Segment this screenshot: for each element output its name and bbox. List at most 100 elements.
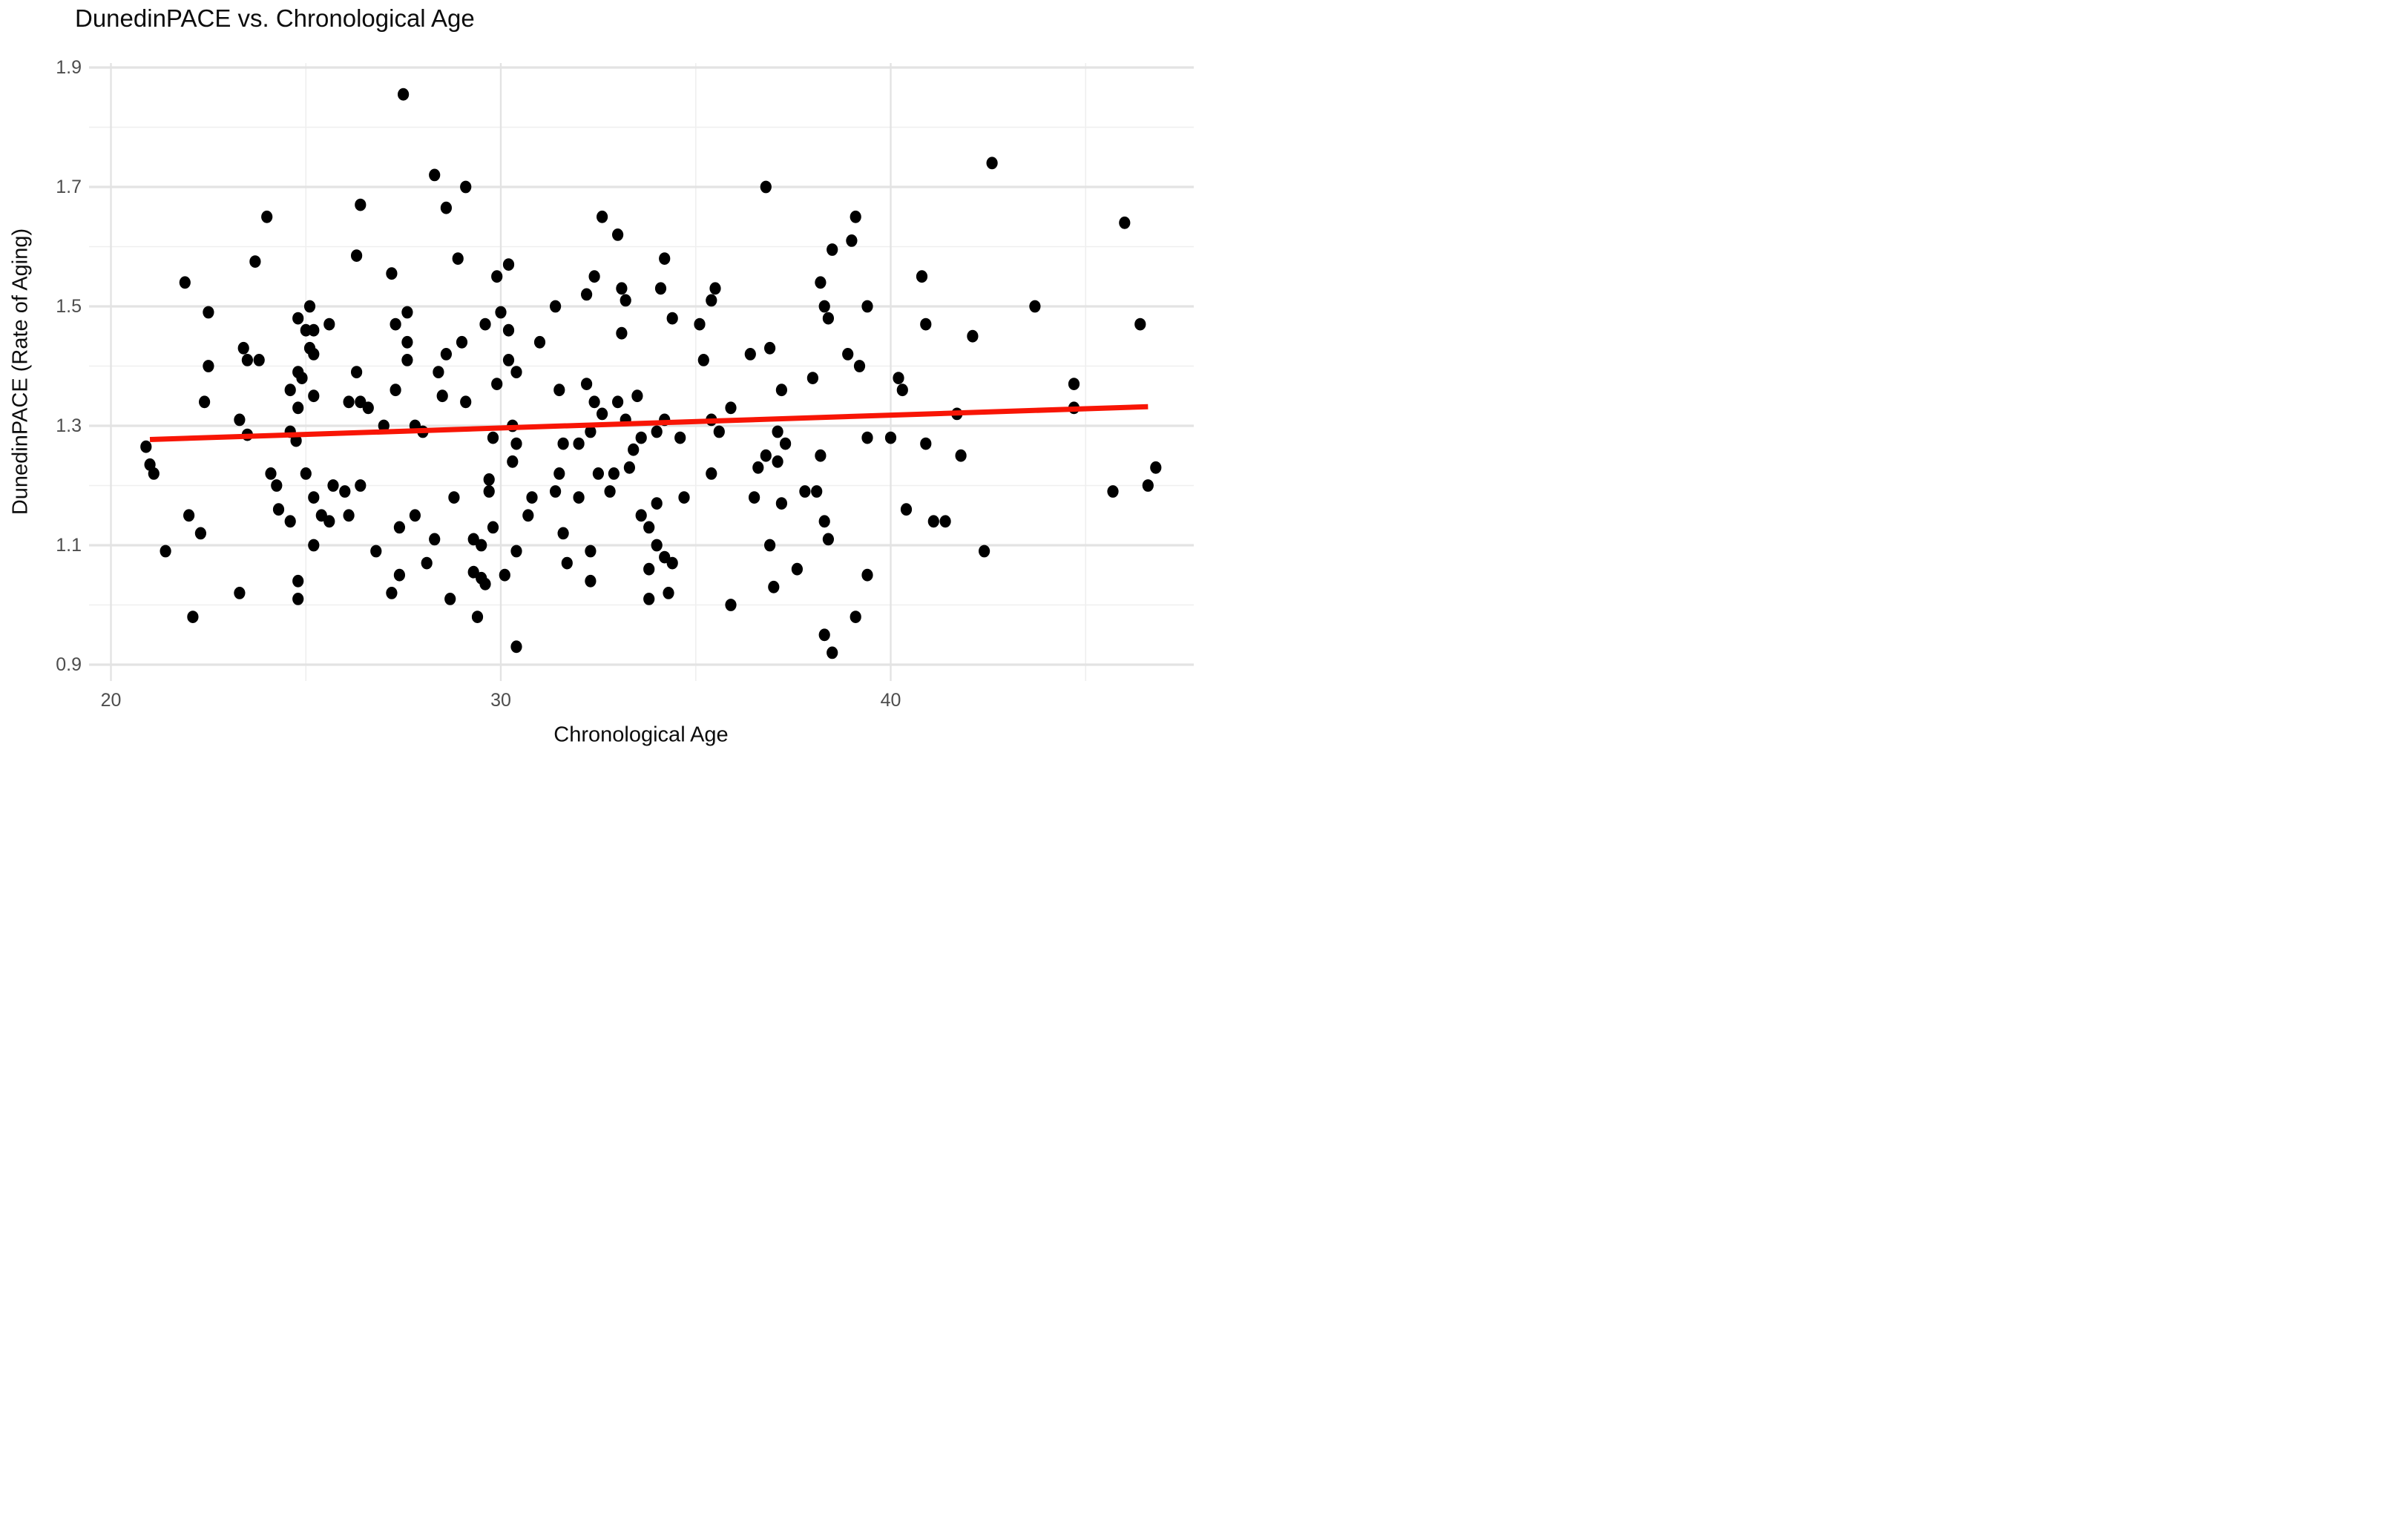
scatter-point (597, 407, 608, 421)
scatter-point (592, 467, 605, 480)
scatter-point (561, 556, 573, 570)
scatter-point (401, 335, 413, 349)
scatter-point (772, 425, 783, 438)
scatter-point (588, 270, 600, 283)
scatter-point (557, 437, 569, 450)
scatter-point (308, 491, 320, 504)
scatter-point (842, 348, 854, 361)
scatter-point (401, 306, 413, 319)
scatter-point (643, 562, 655, 576)
scatter-point (440, 348, 453, 361)
scatter-point (631, 389, 643, 403)
scatter-point (265, 467, 277, 480)
scatter-point (421, 556, 433, 570)
scatter-point (471, 611, 484, 623)
scatter-point (706, 467, 717, 480)
scatter-point (362, 401, 374, 415)
scatter-point (635, 431, 647, 444)
scatter-point (764, 341, 776, 355)
scatter-point (487, 431, 499, 444)
chart-title: DunedinPACE vs. Chronological Age (75, 4, 475, 32)
scatter-point (510, 640, 522, 654)
scatter-point (850, 210, 861, 223)
scatter-point (510, 437, 522, 450)
scatter-point (651, 539, 663, 552)
scatter-point (550, 300, 562, 313)
scatter-point (308, 323, 320, 337)
scatter-point (764, 539, 776, 552)
scatter-point (749, 491, 760, 504)
scatter-point (323, 317, 335, 331)
scatter-point (725, 401, 737, 415)
scatter-point (452, 252, 464, 265)
scatter-point (351, 249, 363, 262)
scatter-point (635, 509, 647, 522)
scatter-point (815, 276, 827, 289)
trend-line (149, 404, 1149, 443)
scatter-point (401, 354, 413, 366)
scatter-point (643, 593, 655, 605)
scatter-point (822, 312, 834, 325)
scatter-point (460, 395, 472, 409)
scatter-point (487, 521, 499, 534)
scatter-point (386, 587, 398, 599)
scatter-point (709, 282, 721, 295)
scatter-point (526, 491, 538, 504)
scatter-point (187, 611, 199, 623)
scatter-point (612, 228, 624, 241)
scatter-point (292, 593, 304, 605)
scatter-point (499, 568, 510, 582)
scatter-point (818, 300, 830, 313)
scatter-point (588, 395, 600, 409)
scatter-point (893, 372, 904, 384)
scatter-point (651, 425, 663, 438)
scatter-point (249, 255, 261, 268)
scatter-point (339, 485, 351, 498)
scatter-point (822, 533, 834, 546)
scatter-point (846, 234, 858, 247)
scatter-point (234, 413, 246, 427)
scatter-point (292, 312, 304, 325)
scatter-point (378, 419, 390, 432)
scatter-point (433, 366, 444, 378)
scatter-point (510, 544, 522, 558)
scatter-point (507, 455, 519, 468)
scatter-point (290, 434, 302, 447)
scatter-point (585, 544, 597, 558)
scatter-point (194, 527, 206, 540)
scatter-point (271, 479, 283, 492)
scatter-point (300, 323, 312, 337)
scatter-point (585, 574, 597, 588)
scatter-point (706, 294, 717, 307)
scatter-point (643, 521, 655, 534)
scatter-point (916, 270, 928, 283)
scatter-point (920, 437, 932, 450)
scatter-point (659, 252, 671, 265)
scatter-point (323, 515, 335, 528)
scatter-point (827, 243, 838, 256)
scatter-point (502, 323, 515, 337)
scatter-point (827, 646, 838, 659)
scatter-point (780, 437, 792, 450)
scatter-point (1119, 216, 1131, 229)
scatter-point (203, 306, 214, 319)
scatter-point (491, 270, 503, 283)
scatter-point (1107, 485, 1119, 498)
scatter-point (300, 467, 312, 480)
scatter-point (261, 210, 273, 223)
scatter-point (393, 568, 406, 582)
scatter-point (666, 312, 678, 325)
scatter-point (760, 449, 772, 462)
scatter-point (495, 306, 507, 319)
scatter-point (1068, 378, 1080, 390)
scatter-point (440, 201, 453, 214)
scatter-point (884, 431, 897, 444)
y-tick-label: 0.9 (56, 654, 82, 675)
scatter-point (896, 384, 908, 397)
y-tick-label: 1.1 (56, 535, 82, 556)
scatter-point (237, 341, 249, 355)
x-tick-label: 20 (100, 690, 122, 711)
scatter-point (199, 395, 211, 409)
scatter-point (861, 300, 873, 313)
scatter-point (861, 568, 873, 582)
